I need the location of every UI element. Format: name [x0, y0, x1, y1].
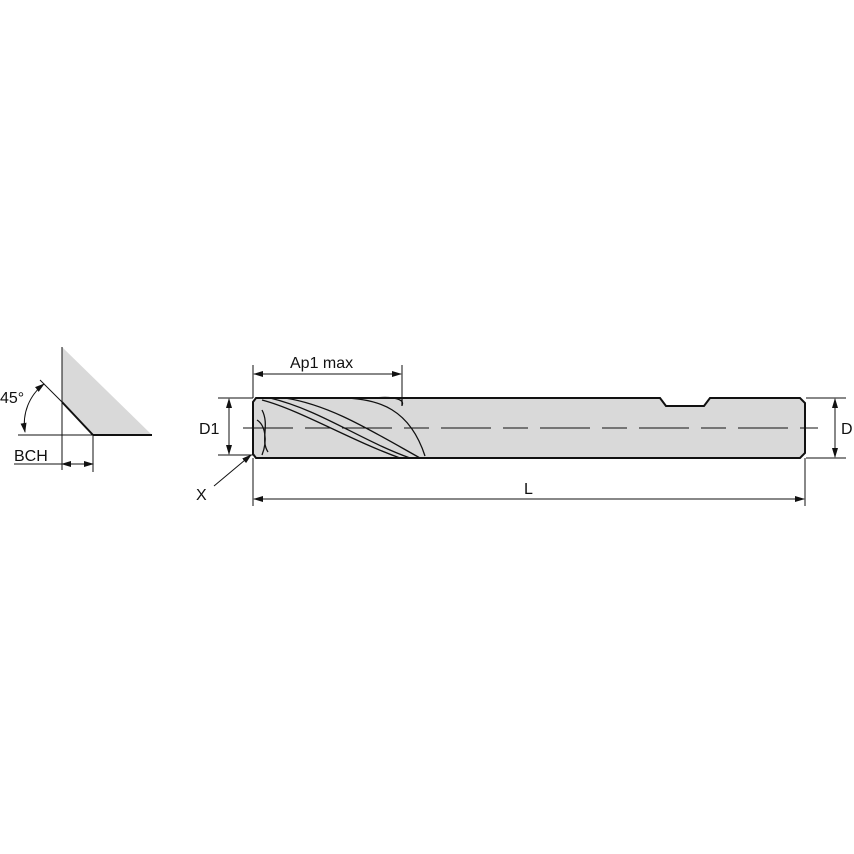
tool-body	[252, 397, 806, 459]
d1-dimension: D1	[199, 397, 253, 456]
angle-label: 45°	[0, 390, 24, 407]
x-label: X	[196, 487, 207, 504]
chamfer-profile	[62, 347, 152, 435]
ap1-label: Ap1 max	[290, 355, 353, 372]
ap1-dimension: Ap1 max	[252, 355, 403, 398]
l-label: L	[524, 481, 533, 498]
bch-label: BCH	[14, 448, 48, 465]
x-callout: X	[196, 454, 252, 504]
d1-label: D1	[199, 421, 220, 438]
flutes	[256, 396, 426, 459]
end-mill	[243, 396, 818, 459]
angle-arc	[20, 383, 45, 433]
l-dimension: L	[252, 458, 806, 506]
chamfer-detail: 45° BCH	[0, 347, 152, 472]
d-dimension: D	[806, 397, 853, 459]
d-label: D	[841, 421, 853, 438]
